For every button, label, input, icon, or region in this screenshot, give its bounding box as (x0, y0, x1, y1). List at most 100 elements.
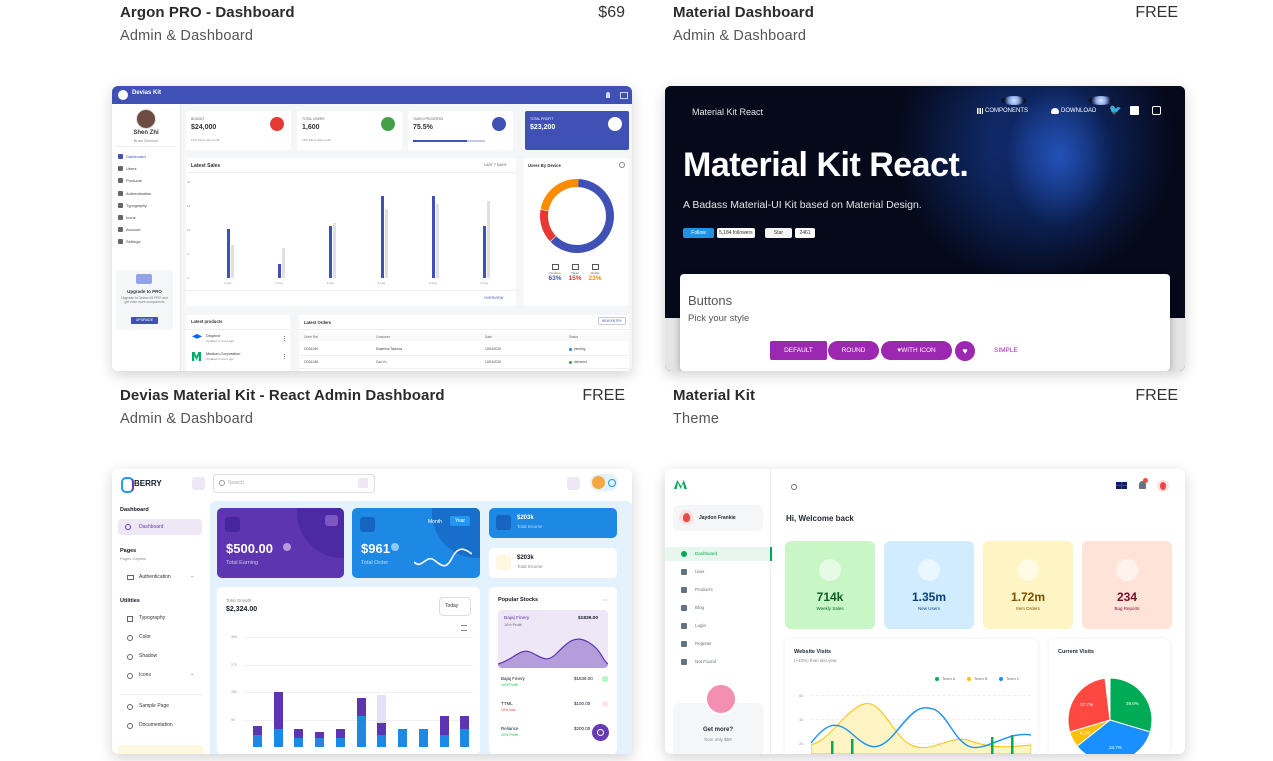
nav-download[interactable]: DOWNLOAD (1061, 108, 1097, 114)
range-select[interactable]: Today (439, 597, 471, 616)
nav-item-color[interactable]: Color (126, 633, 206, 643)
sidebar-item-not-found[interactable]: Not Found (665, 655, 770, 669)
nav-item-typography[interactable]: Typography (126, 614, 206, 624)
product-category[interactable]: Admin & Dashboard (120, 411, 254, 427)
stock-area-chart (498, 638, 608, 668)
total-earning-card[interactable]: $500.00 Total Earning (217, 508, 344, 578)
product-title[interactable]: Material Kit (673, 387, 756, 404)
language-flag-icon[interactable] (1116, 482, 1127, 489)
filter-icon[interactable] (358, 478, 368, 488)
product-price: FREE (582, 387, 625, 404)
simple-button[interactable]: SIMPLE (994, 347, 1018, 354)
sidebar-item-dashboard[interactable]: Dashboard (665, 547, 772, 561)
bell-icon[interactable] (606, 92, 610, 98)
overview-link[interactable]: OVERVIEW (484, 296, 504, 300)
product-category[interactable]: Theme (673, 411, 720, 427)
table-cell: Ekaterina Tankova (376, 347, 403, 351)
bar-team-a (851, 739, 854, 754)
product-title[interactable]: Devias Material Kit - React Admin Dashbo… (120, 387, 445, 404)
nav-components[interactable]: COMPONENTS (985, 108, 1029, 114)
income-card-dark[interactable]: $203k Total Income (489, 508, 617, 538)
search-input[interactable]: Search (213, 474, 375, 493)
sidebar-item-icons[interactable]: Icons (118, 213, 176, 222)
sidebar-item-settings[interactable]: Settings (118, 237, 176, 246)
twitter-follow-button[interactable]: Follow (683, 228, 714, 238)
featured-stock-card[interactable]: Bajaj Finery 10% Profit $1839.00 (498, 610, 608, 668)
sidebar-item-users[interactable]: Users (118, 164, 176, 173)
table-row[interactable]: CDD1048 Cao Yu 12/04/2019 delivered (299, 358, 629, 369)
more-icon[interactable] (284, 336, 286, 341)
stat-card[interactable]: 234 Bug Reports (1082, 541, 1172, 629)
sidebar-item-login[interactable]: Login (665, 619, 770, 633)
nav-label: Sample Page (139, 703, 170, 709)
sidebar-item-register[interactable]: Register (665, 637, 770, 651)
sidebar-item-products[interactable]: Products (665, 583, 770, 597)
sales-range-select[interactable]: LAST 7 DAYS (484, 163, 507, 167)
sidebar-item-user[interactable]: User (665, 565, 770, 579)
twitter-icon[interactable]: 🐦 (1109, 105, 1122, 116)
stat-card[interactable]: 1.72m Item Orders (983, 541, 1073, 629)
sidebar-item-account[interactable]: Account (118, 225, 176, 234)
menu-icon[interactable] (461, 625, 467, 631)
product-card-material-kit[interactable]: Material Kit React COMPONENTS DOWNLOAD 🐦… (665, 86, 1185, 371)
more-icon[interactable] (325, 515, 338, 526)
sidebar-item-blog[interactable]: Blog (665, 601, 770, 615)
product-title[interactable]: Argon PRO - Dashboard (120, 4, 295, 21)
more-icon[interactable]: ⋯ (602, 598, 608, 604)
user-account-box[interactable]: Jaydon Frankie (673, 505, 763, 531)
logout-icon[interactable] (620, 92, 628, 99)
product-card-berry[interactable]: BERRY Search Dashboard Dashboard Pages P… (112, 469, 632, 754)
round-button[interactable]: ROUND (828, 341, 879, 360)
facebook-icon[interactable] (1130, 106, 1139, 115)
nav-item-authentication[interactable]: Authentication (139, 574, 171, 580)
y-tick-label: 40 (799, 717, 804, 722)
toggle-year[interactable]: Year (450, 516, 470, 526)
nav-icon (118, 227, 123, 233)
nav-item-documentation[interactable]: Documentation (126, 721, 206, 731)
stat-label: TASKS PROGRESS (413, 117, 444, 121)
sidebar-item-typography[interactable]: Typography (118, 201, 176, 210)
latest-products-title: Latest products (191, 319, 223, 324)
income-card-light[interactable]: $203k Total Income (489, 548, 617, 578)
avatar[interactable] (1157, 480, 1169, 492)
upgrade-button[interactable]: UPGRADE (131, 317, 158, 324)
product-card-minimal[interactable]: Jaydon Frankie Dashboard User Products Blog… (665, 469, 1185, 754)
sidebar-item-products[interactable]: Products (118, 176, 176, 185)
more-icon[interactable] (284, 354, 286, 359)
with-icon-button[interactable]: ♥WITH ICON (881, 341, 952, 360)
nav-item-shadow[interactable]: Shadow (126, 652, 206, 662)
total-order-card[interactable]: Month Year $961 Total Order (352, 508, 480, 578)
menu-toggle-button[interactable] (192, 477, 205, 490)
default-button[interactable]: DEFAULT (770, 341, 827, 360)
settings-fab[interactable] (592, 724, 609, 741)
nav-item-icons[interactable]: Icons ⌄ (126, 671, 206, 681)
nav-icon (127, 616, 133, 622)
follower-count: 5,184 followers (717, 228, 755, 238)
icon-only-button[interactable]: ♥ (955, 341, 975, 361)
nav-item-sample-page[interactable]: Sample Page (126, 702, 206, 712)
stat-card[interactable]: 1.35m New Users (884, 541, 974, 629)
sidebar-item-authentication[interactable]: Authentication (118, 189, 176, 198)
nav-icon (127, 704, 133, 710)
stock-row[interactable]: TTML 10% loss $100.00 (498, 700, 610, 720)
nav-item-dashboard[interactable]: Dashboard (118, 519, 202, 535)
product-category[interactable]: Admin & Dashboard (673, 28, 807, 44)
github-star-button[interactable]: Star (765, 228, 792, 238)
sidebar-item-dashboard[interactable]: Dashboard (118, 152, 176, 161)
profile-chip[interactable] (590, 474, 618, 491)
product-category[interactable]: Admin & Dashboard (120, 28, 254, 44)
product-title[interactable]: Material Dashboard (673, 4, 815, 21)
search-icon[interactable] (791, 484, 797, 490)
notification-icon[interactable] (1139, 478, 1148, 489)
notification-icon[interactable] (567, 477, 580, 490)
mkr-brand[interactable]: Material Kit React (692, 107, 764, 117)
avatar[interactable] (136, 109, 156, 129)
toggle-month[interactable]: Month (428, 519, 442, 525)
table-row[interactable]: CDD1049 Ekaterina Tankova 12/04/2019 pendin… (299, 345, 629, 356)
new-entry-button[interactable]: NEW ENTRY (598, 317, 626, 325)
stock-row[interactable]: Bajaj Finery 10% Profit $1839.00 (498, 675, 610, 695)
stat-card[interactable]: 714k Weekly Sales (785, 541, 875, 629)
instagram-icon[interactable] (1152, 106, 1161, 115)
product-card-devias[interactable]: Devias Kit Shen Zhi Brain Director Dashb… (112, 86, 632, 371)
refresh-icon[interactable] (619, 162, 625, 168)
